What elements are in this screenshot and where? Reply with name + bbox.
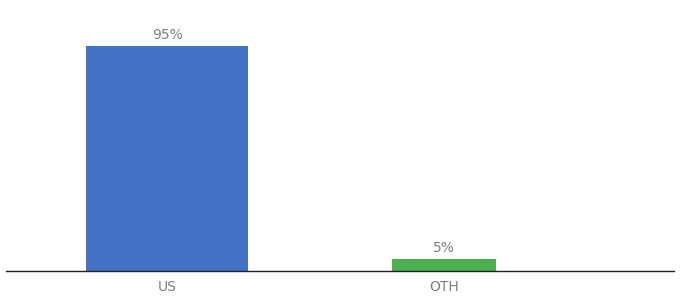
Text: 5%: 5% (433, 241, 455, 255)
Text: 95%: 95% (152, 28, 182, 42)
Bar (86, 46, 248, 271)
Bar (392, 259, 496, 271)
